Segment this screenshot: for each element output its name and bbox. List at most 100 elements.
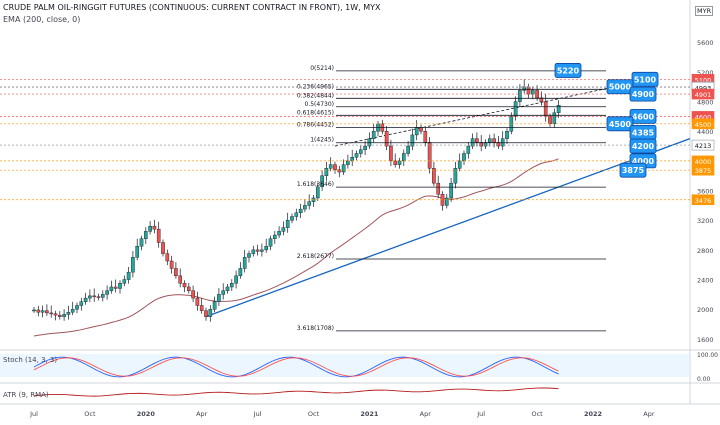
axis-unit-badge[interactable]: MYR [695, 6, 714, 16]
y-tick-label: 3600 [697, 188, 714, 196]
candle-body [526, 86, 531, 95]
candle-body [88, 295, 92, 299]
candle-body [53, 313, 58, 316]
stoch-band [0, 354, 690, 377]
atr-line [33, 387, 559, 397]
candle-body [333, 164, 337, 170]
price-callout [606, 79, 634, 95]
candle-body [341, 164, 346, 173]
candle-body [156, 228, 161, 243]
candle-body [371, 131, 376, 139]
candle-body [148, 225, 152, 232]
price-callout [619, 162, 647, 178]
candle-body [359, 149, 363, 154]
candle-body [131, 257, 135, 273]
candle-body [457, 160, 462, 169]
candle-body [453, 168, 458, 184]
fib-level-label: 3.618(1708) [297, 325, 334, 332]
candle-body [225, 286, 230, 291]
price-badge-label: 3476 [695, 197, 712, 205]
candle-body [268, 238, 273, 247]
candle-body [208, 309, 213, 317]
price-badge [691, 139, 715, 151]
price-callout-label: 3875 [622, 166, 645, 175]
candle-body [195, 297, 200, 306]
candle-body [113, 286, 118, 289]
candle-body [273, 234, 277, 239]
price-badge [691, 118, 715, 130]
price-callout [554, 63, 582, 78]
price-callout-label: 5100 [634, 75, 657, 84]
candle-body [174, 268, 178, 277]
candle-body [492, 138, 496, 143]
candle-body [316, 186, 320, 199]
candle-body [165, 253, 170, 262]
candle-body [100, 294, 105, 298]
candle-body [518, 90, 522, 102]
candle-body [556, 105, 561, 113]
x-tick-label: Apr [643, 410, 655, 418]
candle-body [414, 127, 419, 136]
x-tick-label: Oct [531, 410, 543, 418]
price-callout-label: 4000 [632, 157, 655, 166]
stoch-label: Stoch (14, 3, 3) [3, 356, 58, 364]
candle-body [389, 145, 393, 162]
candle-body [118, 283, 122, 289]
candle-body [260, 249, 264, 252]
price-callout [606, 116, 634, 132]
dashed-channel-line [334, 86, 616, 147]
price-callout-label: 4900 [632, 90, 655, 99]
y-tick-label: 5200 [697, 69, 714, 77]
candle-body [427, 142, 432, 169]
ema-200-line [33, 158, 559, 337]
candle-body [445, 197, 449, 206]
candle-body [328, 164, 333, 169]
candle-body [449, 182, 453, 199]
candle-body [58, 314, 62, 317]
fib-level-label: 0.236(4965) [297, 83, 334, 90]
candle-body [161, 242, 165, 254]
y-tick-label: 2000 [697, 306, 714, 314]
candle-body [462, 153, 466, 162]
candle-body [204, 310, 208, 317]
fib-level-label: 0.382(4844) [297, 92, 334, 99]
candle-body [410, 134, 415, 147]
fib-level-label: 0.5(4730) [305, 101, 335, 108]
candle-body [539, 97, 544, 102]
candle-body [552, 112, 557, 125]
price-badge-label: 4600 [695, 113, 712, 121]
candle-body [466, 145, 471, 154]
candle-body [40, 310, 45, 313]
y-tick-label: 5600 [697, 39, 714, 47]
price-badge-label: 4000 [695, 158, 712, 166]
price-callout [629, 86, 657, 102]
x-tick-label: Oct [308, 410, 320, 418]
candle-body [384, 131, 389, 147]
candle-body [178, 275, 183, 284]
stoch-tick-label: 100.00 [697, 352, 718, 359]
x-tick-label: Jul [29, 410, 38, 418]
stoch-tick-label: 0.00 [697, 376, 711, 383]
price-badge-label: 4993 [695, 84, 712, 92]
y-tick-label: 3200 [697, 217, 714, 225]
candle-body [488, 138, 492, 143]
candle-body [36, 309, 41, 313]
candle-body [96, 296, 101, 298]
y-tick-label: 1600 [697, 336, 714, 344]
y-tick-label: 2400 [697, 277, 714, 285]
candle-body [83, 297, 88, 302]
candle-body [531, 90, 535, 95]
price-callout [629, 138, 657, 154]
candle-body [79, 301, 84, 306]
atr-label: ATR (9, RMA) [3, 391, 49, 399]
trendline [205, 138, 691, 318]
fib-level-label: 2.618(2677) [297, 253, 334, 260]
candle-body [199, 305, 204, 311]
candle-body [75, 305, 79, 310]
candle-body [397, 160, 402, 165]
candle-body [290, 216, 294, 221]
price-callout-label: 4600 [632, 112, 655, 121]
x-tick-label: 2021 [360, 410, 379, 418]
candle-body [152, 225, 157, 230]
